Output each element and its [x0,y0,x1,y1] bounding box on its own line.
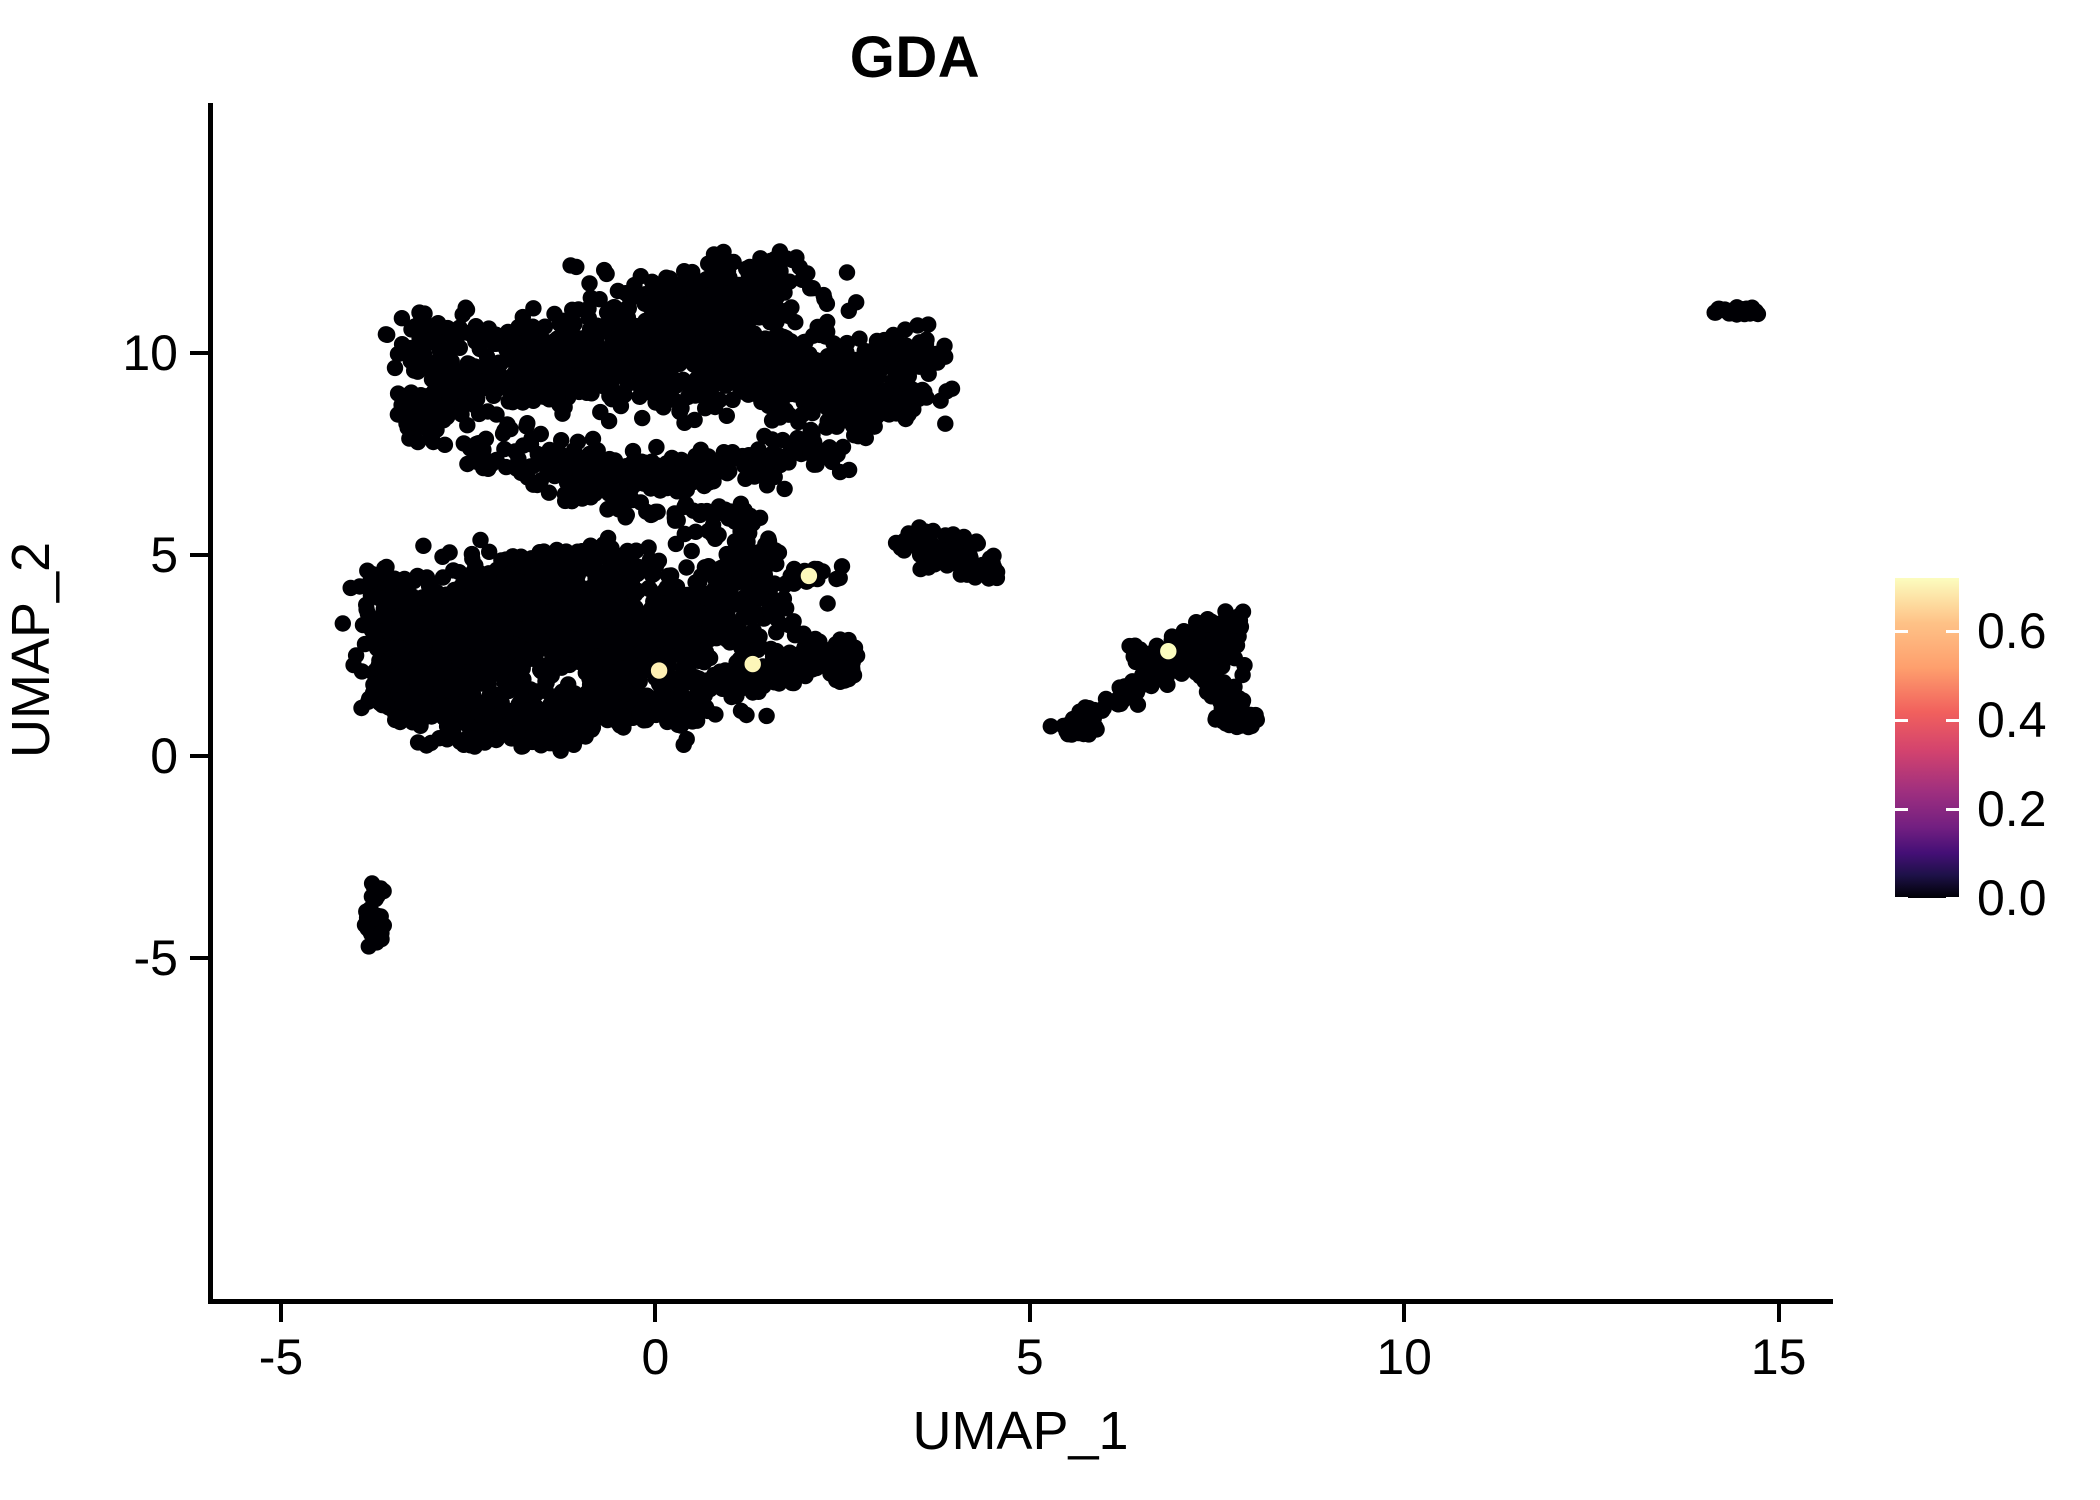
y-tick-label: 5 [150,526,178,583]
colorbar-tick-label: 0.2 [1977,781,2047,838]
y-tick-mark [190,955,208,960]
colorbar-tick-label: 0.0 [1977,870,2047,926]
y-axis-title: UMAP_2 [1,541,61,759]
x-tick-label: 15 [1750,1329,1807,1385]
colorbar-tick-label: 0.6 [1977,603,2047,660]
x-tick-label: -5 [258,1329,304,1385]
y-tick-label: 0 [150,728,178,784]
colorbar-tick-mark [1895,718,1908,722]
x-tick-mark [1402,1304,1407,1322]
colorbar-tick-mark [1895,629,1908,633]
page-title: GDA [849,25,981,90]
y-tick-label: -5 [133,929,178,986]
x-tick-label: 5 [1015,1329,1044,1385]
colorbar-tick-mark [1895,896,1908,900]
y-axis-line [208,103,213,1304]
colorbar-tick-mark [1895,807,1908,811]
x-tick-mark [653,1304,658,1322]
x-tick-mark [1027,1304,1032,1322]
x-axis-line [208,1299,1833,1304]
y-tick-label: 10 [122,325,178,381]
x-tick-label: 0 [641,1329,670,1385]
x-axis-title: UMAP_1 [912,1401,1129,1461]
x-tick-mark [1776,1304,1781,1322]
x-tick-label: 10 [1376,1329,1432,1385]
colorbar-tick-mark [1946,807,1959,811]
colorbar-gradient [1895,578,1959,898]
y-tick-mark [190,351,208,355]
colorbar-tick-mark [1946,896,1959,900]
colorbar-tick-label: 0.4 [1977,692,2047,749]
colorbar-tick-mark [1946,629,1959,633]
colorbar-tick-mark [1946,718,1959,722]
y-tick-mark [190,754,208,758]
y-tick-mark [190,552,208,557]
x-tick-mark [279,1304,283,1322]
